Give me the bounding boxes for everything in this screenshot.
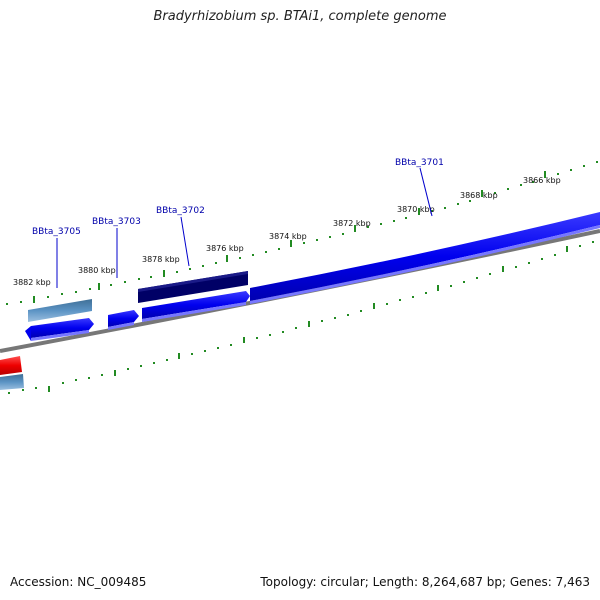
scale-label-3876: 3876 kbp [206,244,244,253]
gene-bbta-3701[interactable] [250,212,600,304]
gene-bbta-3703[interactable] [108,310,139,330]
scale-label-3868: 3868 kbp [460,191,498,200]
gene-bbta-3705[interactable] [31,318,94,341]
gene-label-bbta-3705[interactable]: BBta_3705 [32,227,81,237]
accession-text: Accession: NC_009485 [10,575,147,589]
reverse-gene-arrowhead[interactable] [25,326,31,341]
feature-steel-lower[interactable] [0,374,24,390]
inner-tick-ring [8,241,594,394]
page-title: Bradyrhizobium sp. BTAi1, complete genom… [153,9,447,24]
scale-label-3878: 3878 kbp [142,255,180,264]
feature-bbta-3705-steel[interactable] [28,299,92,322]
gene-label-bbta-3702[interactable]: BBta_3702 [156,206,205,216]
gene-label-bbta-3703[interactable]: BBta_3703 [92,217,141,227]
scale-label-3870: 3870 kbp [397,205,435,214]
scale-label-3872: 3872 kbp [333,219,371,228]
scale-label-3880: 3880 kbp [78,266,116,275]
feature-red[interactable] [0,356,22,375]
gene-bbta-3702-forward[interactable] [142,291,250,322]
scale-label-3882: 3882 kbp [13,278,51,287]
scale-label-3874: 3874 kbp [269,232,307,241]
scale-label-3866: 3866 kbp [523,176,561,185]
gene-label-bbta-3701[interactable]: BBta_3701 [395,158,444,168]
outer-tick-ring [6,161,598,305]
gene-label-leaders [56,167,433,288]
genome-summary-text: Topology: circular; Length: 8,264,687 bp… [260,575,590,589]
feature-bbta-3702-dark[interactable] [138,271,248,303]
